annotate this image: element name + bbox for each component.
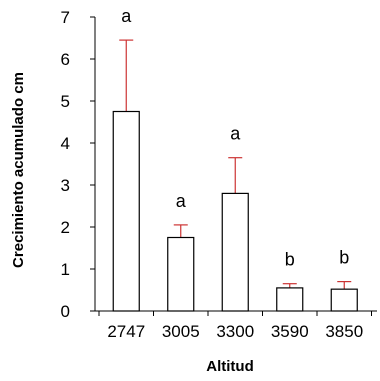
bar <box>221 192 249 312</box>
x-tick-label: 3590 <box>271 322 309 341</box>
significance-letter: a <box>121 6 132 26</box>
x-tick-label: 3300 <box>216 322 254 341</box>
x-axis-title: Altitud <box>206 358 253 375</box>
significance-letter: a <box>230 124 241 144</box>
bar <box>167 236 195 312</box>
y-tick-label: 1 <box>61 260 70 279</box>
x-tick-label: 3850 <box>325 322 363 341</box>
y-tick-label: 3 <box>61 176 70 195</box>
y-tick-label: 0 <box>61 302 70 321</box>
x-tick-label: 2747 <box>107 322 145 341</box>
bar <box>330 288 358 312</box>
y-tick-label: 4 <box>61 134 70 153</box>
plot-area: 0 1 2 3 4 5 6 7 2747 a 3005 a 3300 a 3590 b 3850 b <box>61 6 377 341</box>
bar <box>276 287 304 312</box>
significance-letter: b <box>285 250 295 270</box>
y-axis-title-group: Crecimiento acumulado cm <box>10 72 27 268</box>
significance-letter: a <box>176 191 187 211</box>
y-axis-title: Crecimiento acumulado cm <box>10 72 27 268</box>
y-tick-label: 5 <box>61 92 70 111</box>
y-tick-label: 2 <box>61 218 70 237</box>
y-tick-label: 6 <box>61 50 70 69</box>
significance-letter: b <box>339 248 349 268</box>
x-tick-label: 3005 <box>162 322 200 341</box>
y-tick-label: 7 <box>61 8 70 27</box>
bar <box>112 110 140 312</box>
